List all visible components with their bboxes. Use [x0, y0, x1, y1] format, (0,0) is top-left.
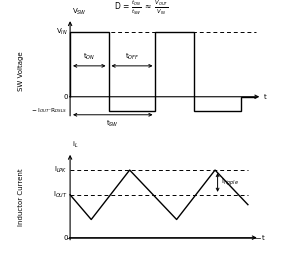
Text: t$_{SW}$: t$_{SW}$ — [106, 119, 119, 129]
Text: 0: 0 — [63, 94, 68, 100]
Text: t: t — [264, 94, 267, 100]
Text: SW Voltage: SW Voltage — [18, 51, 24, 91]
Text: V$_{SW}$: V$_{SW}$ — [72, 7, 87, 17]
Text: $-$ I$_{OUT}$$\cdot$R$_{DSLS}$: $-$ I$_{OUT}$$\cdot$R$_{DSLS}$ — [32, 107, 68, 115]
Text: i$_L$: i$_L$ — [72, 140, 78, 150]
Text: V$_{IN}$: V$_{IN}$ — [56, 27, 68, 38]
Text: t$_{ON}$: t$_{ON}$ — [83, 52, 95, 62]
Text: D = $\frac{t_{ON}}{t_{SW}}$ $\approx$ $\frac{V_{OUT}}{V_{IN}}$: D = $\frac{t_{ON}}{t_{SW}}$ $\approx$ $\… — [115, 0, 169, 17]
Text: t$_{OFF}$: t$_{OFF}$ — [125, 52, 139, 62]
Text: I$_{OUT}$: I$_{OUT}$ — [53, 190, 68, 200]
Text: I$_{LPK}$: I$_{LPK}$ — [54, 165, 68, 175]
Text: I$_{ripple}$: I$_{ripple}$ — [221, 177, 239, 188]
Text: Inductor Current: Inductor Current — [18, 168, 24, 226]
Text: 0: 0 — [63, 235, 68, 241]
Text: t: t — [261, 235, 264, 241]
